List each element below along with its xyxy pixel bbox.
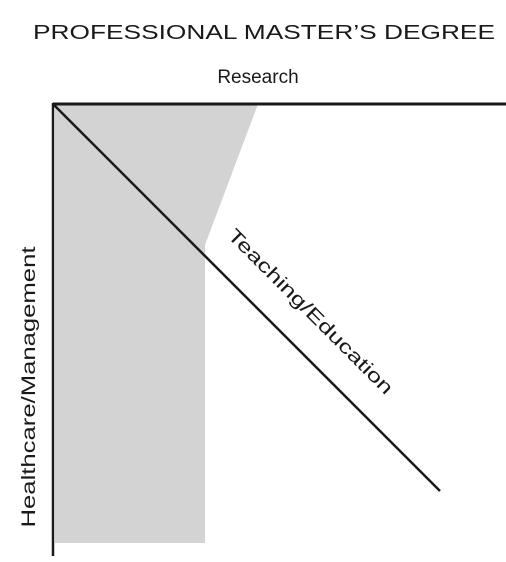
shaded-profile-region: [55, 104, 258, 543]
teaching-education-label: Teaching/Education: [223, 225, 397, 399]
research-label: Research: [217, 67, 298, 88]
healthcare-management-label: Healthcare/Management: [19, 246, 40, 528]
diagram-title: PROFESSIONAL MASTER’S DEGREE: [33, 22, 495, 44]
diagonal-axis-line: [52, 103, 441, 492]
